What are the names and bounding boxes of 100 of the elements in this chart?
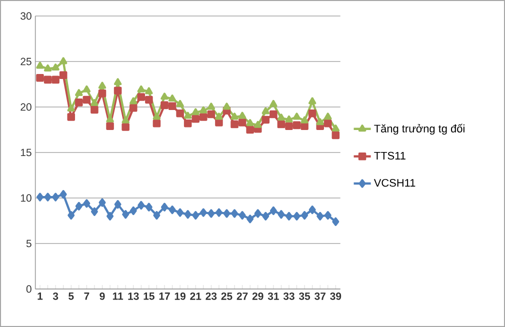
point: [192, 108, 200, 116]
x-tick-label: 1: [38, 292, 43, 300]
point: [160, 101, 168, 110]
point: [44, 64, 52, 72]
point: [292, 112, 301, 120]
point: [52, 192, 60, 202]
x-tick-label: 15: [144, 292, 154, 300]
point: [67, 104, 75, 112]
point: [301, 211, 308, 220]
point: [152, 119, 161, 128]
point: [98, 82, 106, 89]
x-tick-label: 29: [252, 292, 264, 300]
point: [106, 122, 114, 130]
point: [130, 206, 137, 216]
point: [270, 206, 277, 216]
point: [207, 102, 216, 110]
point: [36, 62, 44, 69]
x-tick-label: 7: [84, 292, 90, 300]
point: [246, 214, 254, 224]
point: [44, 192, 52, 202]
point: [130, 97, 138, 104]
legend-label: Tăng trưởng tg đối: [374, 124, 464, 135]
point: [176, 208, 184, 217]
point: [60, 190, 67, 199]
point: [129, 104, 138, 112]
point: [153, 211, 160, 220]
x-tick-label: 27: [236, 292, 248, 300]
x-tick-label: 35: [298, 292, 310, 300]
x-tick-label: 17: [159, 292, 170, 300]
point: [332, 217, 340, 226]
point: [308, 109, 316, 118]
point: [82, 85, 91, 92]
point: [207, 110, 216, 118]
y-tick-label: 10: [20, 194, 32, 202]
point: [52, 64, 60, 71]
point: [184, 112, 192, 119]
point: [75, 202, 82, 210]
point: [184, 210, 192, 219]
point: [262, 107, 270, 114]
point: [262, 116, 270, 124]
x-tick-label: 23: [206, 292, 217, 300]
point: [122, 210, 130, 219]
point: [90, 99, 98, 106]
point: [192, 114, 200, 123]
point: [106, 212, 114, 220]
point: [316, 212, 324, 220]
point: [278, 210, 285, 219]
point: [293, 212, 300, 220]
legend-label: TTS11: [374, 152, 406, 160]
point: [98, 198, 106, 207]
y-tick-label: 5: [26, 240, 32, 248]
point: [90, 106, 98, 114]
point: [145, 87, 153, 94]
point: [184, 119, 192, 128]
point: [215, 118, 223, 126]
point: [246, 126, 254, 134]
point: [36, 192, 44, 202]
point: [59, 71, 68, 80]
y-tick-label: 30: [20, 12, 32, 20]
point: [238, 211, 246, 220]
point: [36, 74, 44, 82]
point: [152, 112, 161, 120]
point: [200, 106, 208, 114]
point: [254, 120, 262, 128]
point: [238, 112, 246, 119]
point: [215, 208, 222, 217]
point: [270, 110, 278, 118]
point: [114, 86, 122, 95]
point: [122, 116, 130, 124]
point: [82, 96, 91, 104]
point: [75, 98, 83, 106]
point: [246, 119, 254, 126]
point: [122, 123, 130, 131]
x-tick-label: 5: [68, 292, 74, 300]
y-tick-label: 25: [20, 58, 32, 66]
point: [300, 122, 308, 130]
point: [52, 76, 60, 84]
point: [332, 124, 340, 132]
point: [168, 206, 176, 214]
point: [324, 211, 332, 220]
point: [160, 92, 168, 100]
point: [137, 85, 146, 92]
point: [75, 89, 83, 96]
point: [67, 113, 76, 121]
point: [231, 209, 238, 218]
point: [145, 202, 152, 212]
x-tick-label: 21: [190, 292, 202, 300]
point: [168, 94, 176, 102]
point: [324, 119, 332, 128]
point: [176, 100, 184, 107]
point: [308, 206, 316, 214]
x-tick-label: 33: [283, 292, 294, 300]
point: [192, 211, 200, 220]
y-tick-label: 0: [26, 285, 32, 293]
x-tick-label: 11: [112, 292, 124, 300]
point: [200, 208, 207, 217]
y-tick-label: 15: [20, 148, 32, 156]
point: [230, 112, 238, 120]
point: [238, 118, 246, 126]
x-tick-label: 39: [330, 292, 342, 300]
